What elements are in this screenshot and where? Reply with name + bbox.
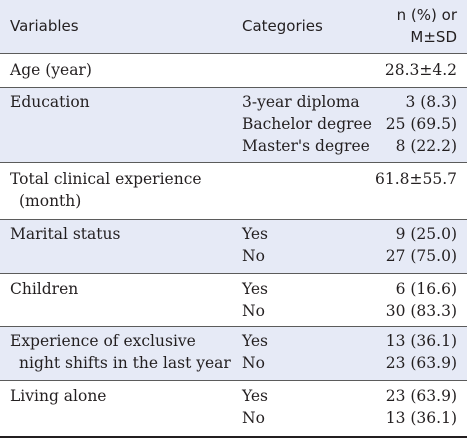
row-value: 13 (36.1) <box>385 409 457 427</box>
row-value: 13 (36.1) <box>385 332 457 350</box>
row-value: 3 (8.3) <box>405 93 457 111</box>
row-variable: Education <box>10 93 90 111</box>
header-categories: Categories <box>242 17 323 35</box>
header-rule <box>0 53 467 54</box>
row-variable: Children <box>10 280 79 298</box>
row-category: Yes <box>242 225 269 243</box>
row-divider <box>0 219 467 220</box>
row-category: Bachelor degree <box>242 115 372 133</box>
row-value: 23 (63.9) <box>385 354 457 372</box>
row-variable: Living alone <box>10 387 107 405</box>
row-value: 6 (16.6) <box>395 280 457 298</box>
row-value: 25 (69.5) <box>385 115 457 133</box>
table-row: Living alone Yes No 23 (63.9) 13 (36.1) <box>0 381 467 436</box>
row-category: Yes <box>242 280 269 298</box>
row-value: 27 (75.0) <box>385 247 457 265</box>
table-row: Age (year) 28.3±4.2 <box>0 54 467 87</box>
header-variables: Variables <box>10 17 79 35</box>
row-category: No <box>242 247 265 265</box>
row-value: 9 (25.0) <box>395 225 457 243</box>
header-value-line1: n (%) or <box>396 6 457 24</box>
row-variable: Age (year) <box>10 61 92 79</box>
row-divider <box>0 273 467 274</box>
row-category: No <box>242 409 265 427</box>
bottom-rule <box>0 436 467 438</box>
row-value: 28.3±4.2 <box>384 61 457 79</box>
header-value-line2: M±SD <box>410 28 457 46</box>
table-row: Marital status Yes No 9 (25.0) 27 (75.0) <box>0 220 467 273</box>
row-value: 23 (63.9) <box>385 387 457 405</box>
table-header: Variables Categories n (%) or M±SD <box>0 0 467 53</box>
table-row: Education 3-year diploma Bachelor degree… <box>0 88 467 162</box>
row-variable: Total clinical experience <box>10 170 202 188</box>
row-variable-cont: (month) <box>19 192 82 210</box>
table-row: Children Yes No 6 (16.6) 30 (83.3) <box>0 274 467 326</box>
row-divider <box>0 87 467 88</box>
row-category: 3-year diploma <box>242 93 360 111</box>
row-value: 8 (22.2) <box>395 137 457 155</box>
row-divider <box>0 326 467 327</box>
row-category: Master's degree <box>242 137 370 155</box>
row-category: No <box>242 302 265 320</box>
row-category: Yes <box>242 387 269 405</box>
row-variable: Marital status <box>10 225 121 243</box>
table-row: Total clinical experience (month) 61.8±5… <box>0 163 467 219</box>
row-value: 30 (83.3) <box>385 302 457 320</box>
row-divider <box>0 162 467 163</box>
row-divider <box>0 380 467 381</box>
row-category: No <box>242 354 265 372</box>
row-value: 61.8±55.7 <box>374 170 457 188</box>
table-row: Experience of exclusive night shifts in … <box>0 327 467 380</box>
row-variable: Experience of exclusive <box>10 332 196 350</box>
row-variable-cont: night shifts in the last year <box>19 354 231 372</box>
row-category: Yes <box>242 332 269 350</box>
